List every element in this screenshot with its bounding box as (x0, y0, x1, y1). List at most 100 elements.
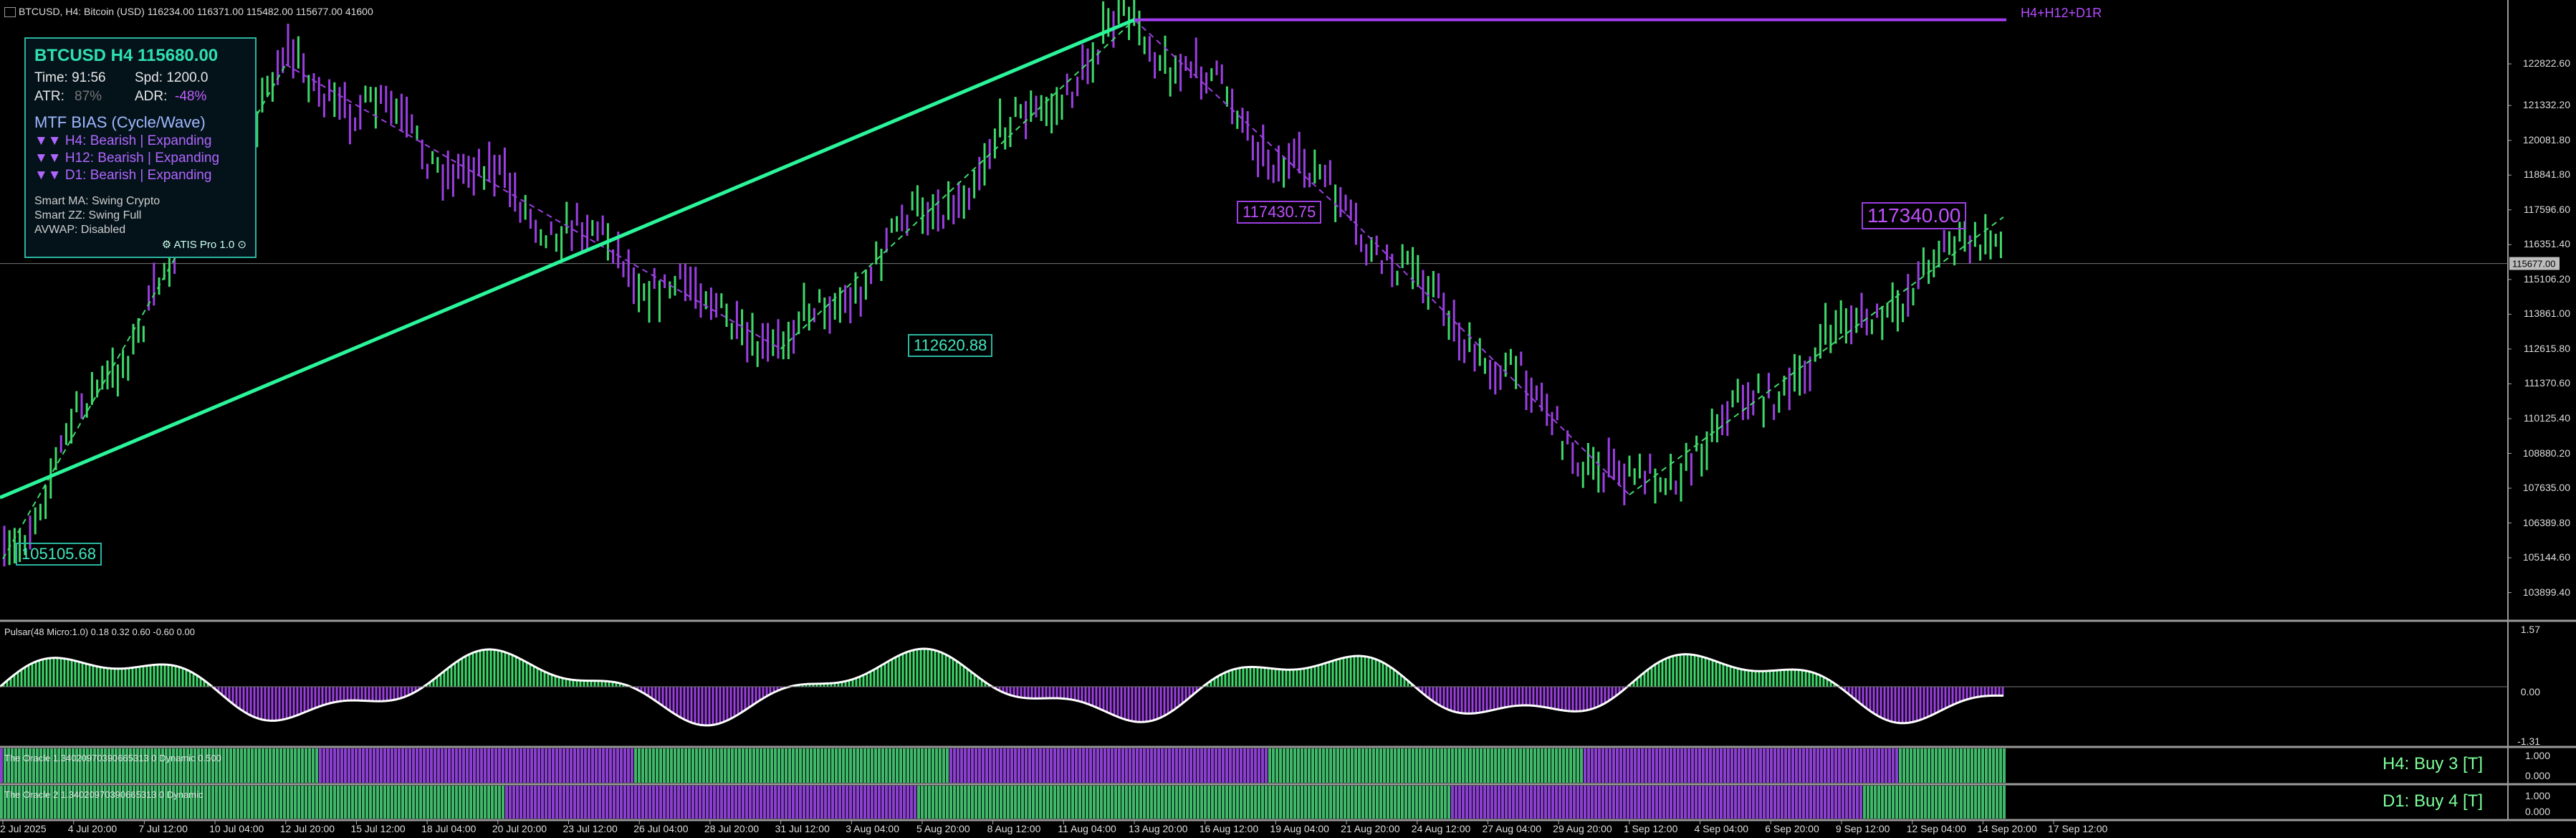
oracle1-bar (1505, 748, 1508, 783)
oracle1-bar (996, 748, 999, 783)
oracle2-bar (204, 786, 207, 819)
oracle1-bar (47, 748, 49, 783)
oracle1-bar (1680, 748, 1683, 783)
oracle1-bar (1322, 748, 1325, 783)
oracle1-bar (1232, 748, 1235, 783)
oracle1-bar (1580, 748, 1583, 783)
oracle1-bar (1813, 748, 1816, 783)
version-label[interactable]: ⚙ ATIS Pro 1.0 ⊙ (161, 239, 246, 251)
oracle1-bar (1791, 748, 1794, 783)
oracle1-bar (1573, 748, 1576, 783)
oracle2-bar (1250, 786, 1253, 819)
oracle2-bar (774, 786, 777, 819)
oracle1-bar (1311, 748, 1314, 783)
oracle2-bar (11, 786, 14, 819)
oracle1-bar (1548, 748, 1551, 783)
oracle1-bar (265, 748, 268, 783)
oracle2-bar (308, 786, 311, 819)
oracle1-bar (290, 748, 293, 783)
oracle2-bar (1580, 786, 1583, 819)
oracle1-bar (351, 748, 354, 783)
chart-header: BTCUSD, H4: Bitcoin (USD) 116234.00 1163… (4, 6, 373, 18)
oracle2-bar (562, 786, 565, 819)
oracle2-bar (1415, 786, 1418, 819)
oracle1-bar (684, 748, 687, 783)
oracle2-bar (1164, 786, 1167, 819)
oracle1-bar (380, 748, 383, 783)
oracle1-bar (702, 748, 705, 783)
oracle1-bar (79, 748, 82, 783)
oracle2-bar (190, 786, 193, 819)
oracle2-bar (437, 786, 440, 819)
oracle1-bar (1275, 748, 1278, 783)
settings-icon[interactable]: ⚙ (161, 239, 172, 251)
oracle1-bar (337, 748, 340, 783)
oracle2-bar (362, 786, 365, 819)
oracle1-bar (1329, 748, 1332, 783)
oracle1-bar (477, 748, 479, 783)
oracle1-bar (813, 748, 816, 783)
oracle2-bar (1351, 786, 1354, 819)
oracle1-bar (262, 748, 264, 783)
oracle1-bar (426, 748, 429, 783)
oracle1-bar (1713, 748, 1715, 783)
oracle2-bar (1548, 786, 1551, 819)
oracle2-bar (813, 786, 816, 819)
oracle2-bar (1390, 786, 1393, 819)
oracle2-bar (1186, 786, 1189, 819)
time-tick: 20 Jul 20:00 (492, 823, 547, 834)
oracle1-bar (1451, 748, 1454, 783)
oracle2-bar (1508, 786, 1511, 819)
price-tick: 112615.80 (2523, 342, 2570, 354)
oracle2-bar (1394, 786, 1397, 819)
oracle1-bar (867, 748, 870, 783)
oracle1-bar (1928, 748, 1930, 783)
oracle2-bar (967, 786, 970, 819)
oracle2-bar (1071, 786, 1074, 819)
oracle2-bar (165, 786, 168, 819)
oracle1-bar (659, 748, 662, 783)
oracle1-bar (469, 748, 472, 783)
oracle1-bar (176, 748, 178, 783)
oracle2-bar (1365, 786, 1368, 819)
oracle1-bar (211, 748, 214, 783)
oracle2-bar (935, 786, 938, 819)
oracle2-bar (1139, 786, 1142, 819)
oracle2-bar (1558, 786, 1561, 819)
oracle1-bar (1304, 748, 1307, 783)
oracle2-bar (451, 786, 454, 819)
oracle1-bar (1408, 748, 1411, 783)
oracle2-bar (391, 786, 393, 819)
oracle2-bar (799, 786, 802, 819)
oracle1-bar (957, 748, 959, 783)
oracle1-bar (971, 748, 974, 783)
oracle1-bar (208, 748, 211, 783)
oracle1-bar (1025, 748, 1028, 783)
oracle2-bar (1859, 786, 1862, 819)
oracle1-bar (903, 748, 906, 783)
time-tick: 15 Jul 12:00 (350, 823, 406, 834)
oracle2-bar (684, 786, 687, 819)
oracle1-bar (1863, 748, 1866, 783)
oracle2-bar (1691, 786, 1694, 819)
oracle1-bar (605, 748, 608, 783)
oracle2-bar (107, 786, 110, 819)
oracle1-bar (1018, 748, 1020, 783)
oracle1-bar (1888, 748, 1891, 783)
oracle2-bar (222, 786, 225, 819)
oracle1-bar (1057, 748, 1060, 783)
oracle1-bar (480, 748, 483, 783)
oracle2-bar (1623, 786, 1626, 819)
oracle1-bar (1720, 748, 1723, 783)
zigzag-segment (1134, 19, 1347, 215)
oracle2-bar (863, 786, 866, 819)
oracle1-bar (1344, 748, 1346, 783)
oracle2-bar (1200, 786, 1203, 819)
collapse-icon[interactable]: ⊙ (237, 239, 246, 251)
oracle2-bar (745, 786, 748, 819)
oracle1-bar (899, 748, 902, 783)
oracle1-bar (1935, 748, 1938, 783)
oracle2-bar (197, 786, 200, 819)
oracle2-bar (724, 786, 727, 819)
